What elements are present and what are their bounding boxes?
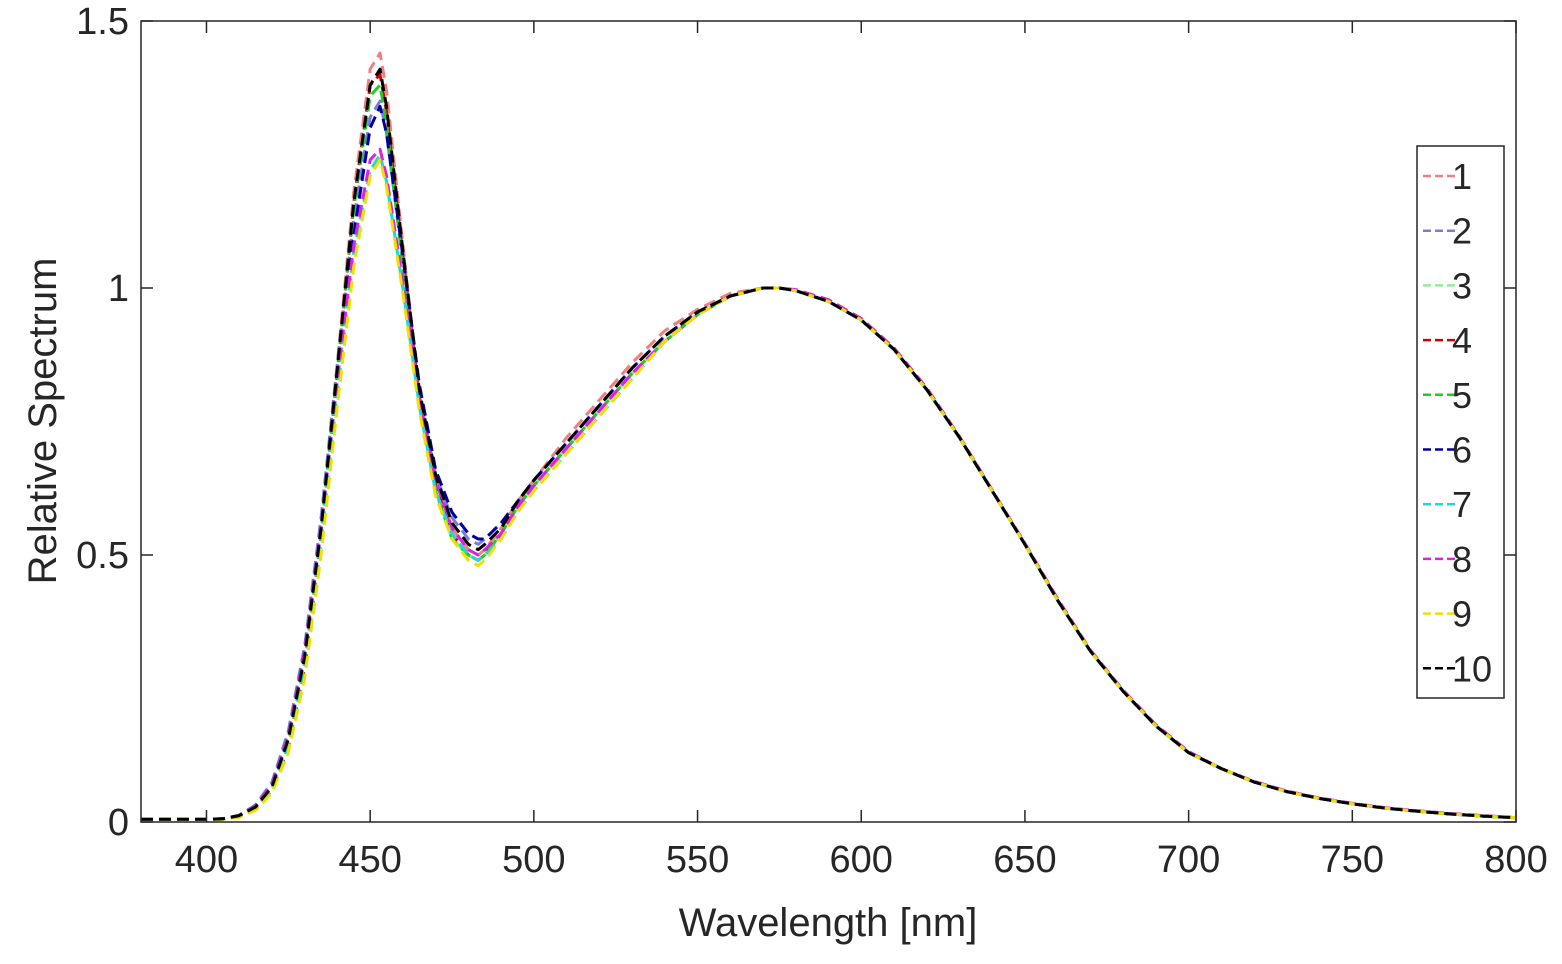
legend-label: 4 [1452, 320, 1472, 361]
x-axis-label: Wavelength [nm] [679, 901, 978, 945]
legend-label: 6 [1452, 430, 1472, 471]
x-tick-label: 400 [175, 839, 238, 881]
legend-label: 8 [1452, 539, 1472, 580]
legend-item-7[interactable]: 7 [1423, 484, 1472, 525]
x-tick-label: 600 [830, 839, 893, 881]
legend-label: 5 [1452, 375, 1472, 416]
legend-item-1[interactable]: 1 [1423, 156, 1472, 197]
plot-area [141, 21, 1516, 822]
legend-label: 2 [1452, 211, 1472, 252]
legend-label: 1 [1452, 156, 1472, 197]
series-line-9 [141, 158, 1517, 821]
x-tick-label: 500 [502, 839, 565, 881]
legend[interactable]: 1 2 3 4 5 6 7 8 9 10 [1416, 145, 1505, 699]
legend-item-2[interactable]: 2 [1423, 211, 1472, 252]
legend-label: 3 [1452, 265, 1472, 306]
x-tick-label: 700 [1157, 839, 1220, 881]
legend-item-6[interactable]: 6 [1423, 430, 1472, 471]
x-tick-label: 450 [338, 839, 401, 881]
axes-layer: 400 450 500 550 600 650 700 750 800 0 0.5 1 1.5 [76, 1, 1548, 881]
legend-item-8[interactable]: 8 [1423, 539, 1472, 580]
x-tick-label: 550 [666, 839, 729, 881]
y-tick-label: 0.5 [76, 535, 129, 577]
legend-item-5[interactable]: 5 [1423, 375, 1472, 416]
legend-label: 9 [1452, 594, 1472, 635]
y-tick-label: 1.5 [76, 1, 129, 43]
x-tick-label: 750 [1321, 839, 1384, 881]
legend-item-10[interactable]: 10 [1423, 648, 1492, 689]
series-line-10 [141, 67, 1517, 821]
y-axis-label: Relative Spectrum [21, 258, 65, 585]
y-tick-label: 1 [108, 268, 129, 310]
legend-label: 10 [1452, 648, 1492, 689]
y-tick-label: 0 [108, 802, 129, 844]
legend-item-9[interactable]: 9 [1423, 594, 1472, 635]
legend-item-3[interactable]: 3 [1423, 265, 1472, 306]
legend-label: 7 [1452, 484, 1472, 525]
x-tick-label: 800 [1484, 839, 1547, 881]
legend-box [1416, 145, 1505, 699]
series-layer [141, 51, 1517, 821]
legend-item-4[interactable]: 4 [1423, 320, 1472, 361]
x-tick-label: 650 [993, 839, 1056, 881]
axes-frame [140, 20, 1517, 823]
